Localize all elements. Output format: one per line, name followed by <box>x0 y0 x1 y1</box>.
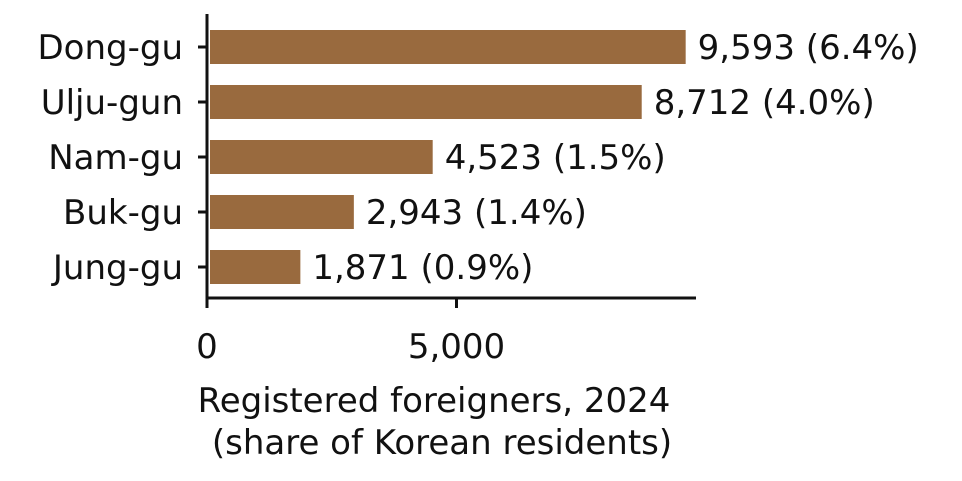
category-label-ulju-gun: Ulju-gun <box>41 83 183 123</box>
category-label-buk-gu: Buk-gu <box>63 193 183 233</box>
value-labels: 9,593 (6.4%) 8,712 (4.0%) 4,523 (1.5%) 2,94… <box>312 28 918 288</box>
bar-buk-gu <box>210 195 354 229</box>
category-label-dong-gu: Dong-gu <box>37 28 183 68</box>
bar-jung-gu <box>210 250 301 284</box>
value-label-dong-gu: 9,593 (6.4%) <box>698 28 919 68</box>
value-label-ulju-gun: 8,712 (4.0%) <box>654 83 875 123</box>
category-labels: Dong-gu Ulju-gun Nam-gu Buk-gu Jung-gu <box>37 28 183 288</box>
x-tick-label-0: 0 <box>196 327 218 367</box>
bar-nam-gu <box>210 140 433 174</box>
x-tick-label-5000: 5,000 <box>408 327 505 367</box>
x-axis-title-line-2: (share of Korean residents) <box>212 423 672 463</box>
x-ticks: 0 5,000 <box>196 298 505 367</box>
bars-group <box>210 30 686 284</box>
bar-ulju-gun <box>210 85 642 119</box>
x-axis-title-line-1: Registered foreigners, 2024 <box>198 381 671 421</box>
y-tick-marks <box>198 45 207 269</box>
value-label-jung-gu: 1,871 (0.9%) <box>312 248 533 288</box>
value-label-nam-gu: 4,523 (1.5%) <box>445 138 666 178</box>
category-label-nam-gu: Nam-gu <box>48 138 183 178</box>
value-label-buk-gu: 2,943 (1.4%) <box>366 193 587 233</box>
category-label-jung-gu: Jung-gu <box>51 248 183 288</box>
bar-dong-gu <box>210 30 686 64</box>
